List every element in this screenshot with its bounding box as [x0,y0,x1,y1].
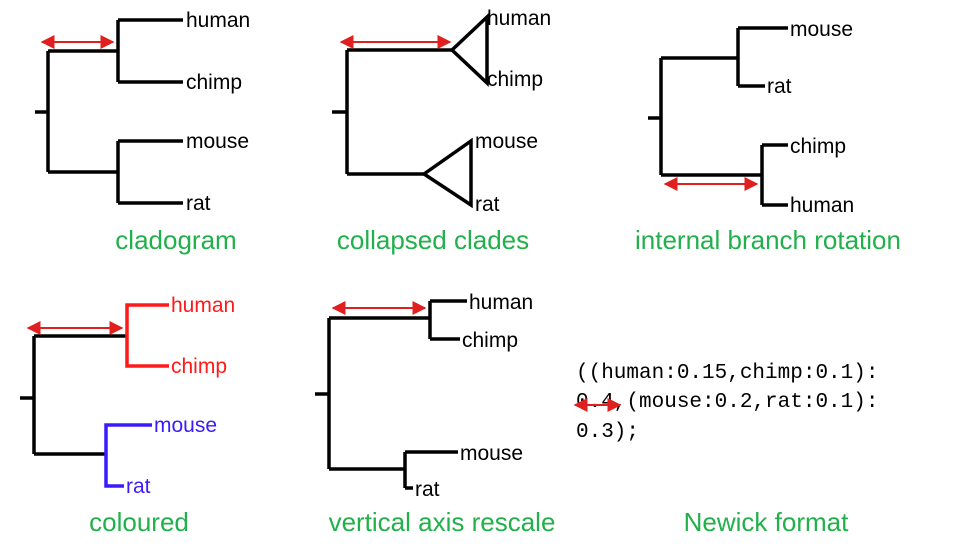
newick-line: 0.4,(mouse:0.2,rat:0.1): [576,391,878,414]
collapsed-tree [332,12,489,209]
panel-caption: vertical axis rescale [329,507,556,537]
rotation-panel: mouse rat chimp human internal branch ro… [635,18,901,255]
panel-caption: coloured [89,507,189,537]
panel-caption: collapsed clades [337,225,529,255]
newick-line: 0.3); [576,421,639,444]
leaf-label: human [186,9,250,32]
leaf-label: rat [126,475,151,498]
leaf-label: rat [475,193,500,216]
rotated-tree [648,26,788,207]
leaf-label: rat [186,192,211,215]
newick-panel: ((human:0.15,chimp:0.1): 0.4,(mouse:0.2,… [573,362,878,537]
leaf-label: human [487,7,551,30]
leaf-label: chimp [487,68,543,91]
rescale-panel: human chimp mouse rat vertical axis resc… [315,291,555,537]
leaf-label: mouse [790,18,853,41]
leaf-label: human [790,194,854,217]
leaf-label: mouse [475,130,538,153]
primate-clade-branches [125,303,169,368]
collapsed-primate-clade [449,12,489,88]
leaf-label: human [171,294,235,317]
cladogram-panel: human chimp mouse rat cladogram [35,9,250,255]
rescaled-tree [315,299,467,490]
leaf-label: mouse [154,414,217,437]
collapsed-clades-panel: human chimp mouse rat collapsed clades [332,7,551,255]
leaf-label: human [469,291,533,314]
panel-caption: internal branch rotation [635,225,901,255]
leaf-label: rat [415,478,440,501]
rodent-clade-branches [104,423,152,488]
leaf-label: chimp [186,71,242,94]
leaf-label: chimp [462,329,518,352]
panel-caption: Newick format [684,507,849,537]
leaf-label: chimp [790,135,846,158]
leaf-label: mouse [186,130,249,153]
coloured-panel: human chimp mouse rat coloured [20,294,235,537]
collapsed-rodent-clade [420,137,473,209]
leaf-label: mouse [460,442,523,465]
panel-caption: cladogram [115,225,236,255]
coloured-tree [20,303,169,488]
leaf-label: rat [767,75,792,98]
cladogram-tree [35,18,183,205]
leaf-label: chimp [171,355,227,378]
newick-line: ((human:0.15,chimp:0.1): [576,362,878,385]
